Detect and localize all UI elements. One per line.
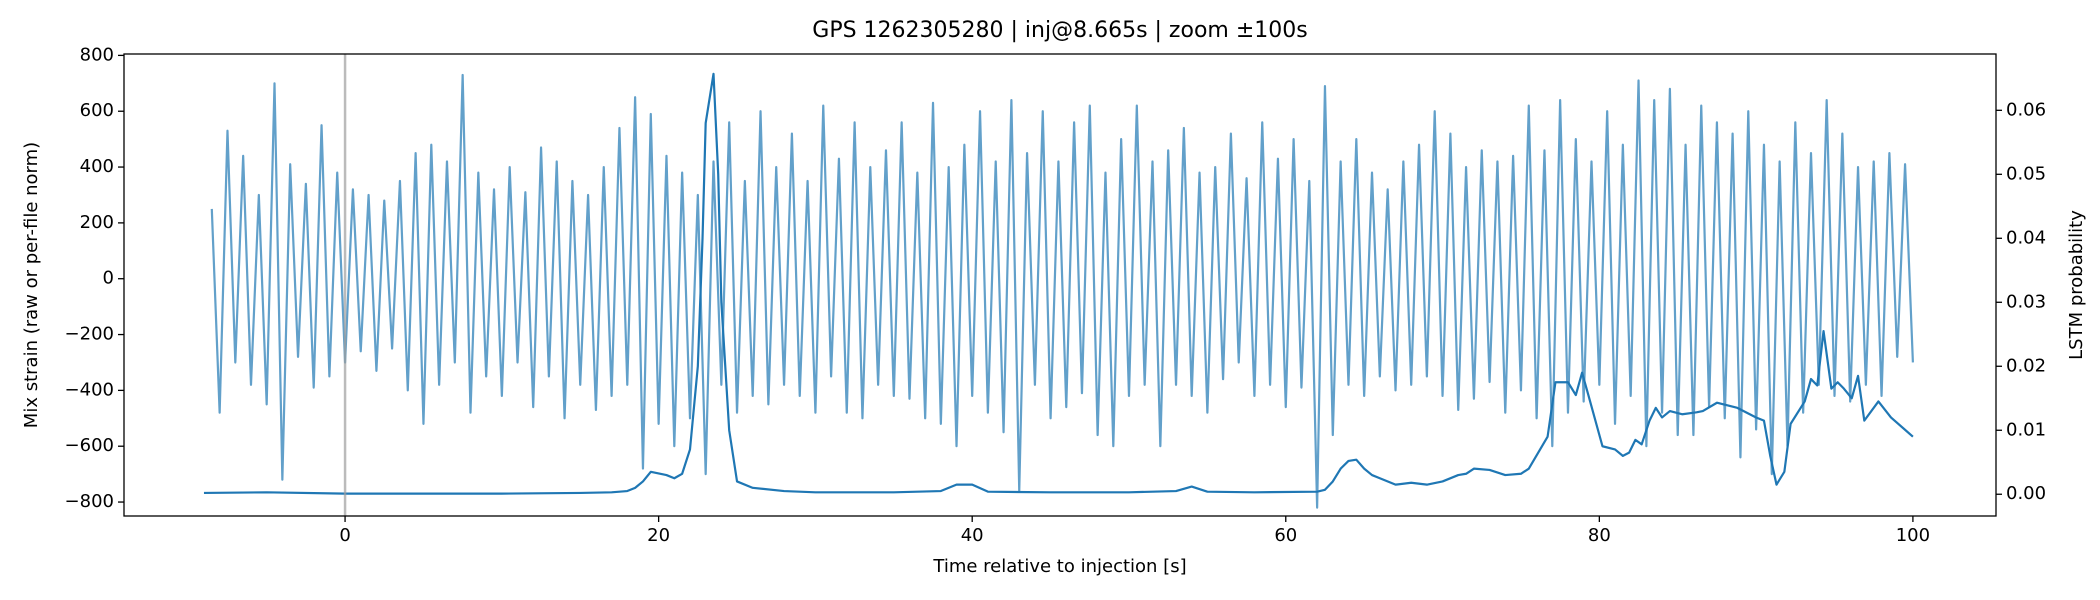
x-tick-label: 40 <box>961 525 984 546</box>
y2-tick-label: 0.05 <box>2006 163 2046 184</box>
y-tick-label: −800 <box>65 491 114 512</box>
plot-frame <box>123 53 1997 517</box>
y-tick-label: 0 <box>103 268 114 289</box>
y2-tick-label: 0.00 <box>2006 483 2046 504</box>
y2-tick-label: 0.03 <box>2006 291 2046 312</box>
x-tick-label: 60 <box>1274 525 1297 546</box>
y2-axis-label: LSTM probability <box>2066 210 2087 360</box>
chart-title: GPS 1262305280 | inj@8.665s | zoom ±100s <box>812 18 1307 43</box>
y-tick-label: 800 <box>80 44 114 65</box>
y2-tick-label: 0.02 <box>2006 355 2046 376</box>
y-tick-label: −600 <box>65 435 114 456</box>
x-axis-label: Time relative to injection [s] <box>932 556 1186 577</box>
series-line <box>203 72 1914 495</box>
series-line <box>210 73 1914 509</box>
y-axis-label: Mix strain (raw or per-file norm) <box>21 142 42 428</box>
x-tick-label: 100 <box>1896 525 1930 546</box>
x-tick-label: 20 <box>647 525 670 546</box>
x-tick-label: 80 <box>1588 525 1611 546</box>
y-tick-label: −400 <box>65 379 114 400</box>
y2-tick-label: 0.04 <box>2006 227 2046 248</box>
x-tick-label: 0 <box>339 525 350 546</box>
y-tick-label: −200 <box>65 324 114 345</box>
y-tick-label: 400 <box>80 156 114 177</box>
y2-tick-label: 0.06 <box>2006 99 2046 120</box>
y-tick-label: 600 <box>80 100 114 121</box>
y-tick-label: 200 <box>80 212 114 233</box>
y2-tick-label: 0.01 <box>2006 419 2046 440</box>
